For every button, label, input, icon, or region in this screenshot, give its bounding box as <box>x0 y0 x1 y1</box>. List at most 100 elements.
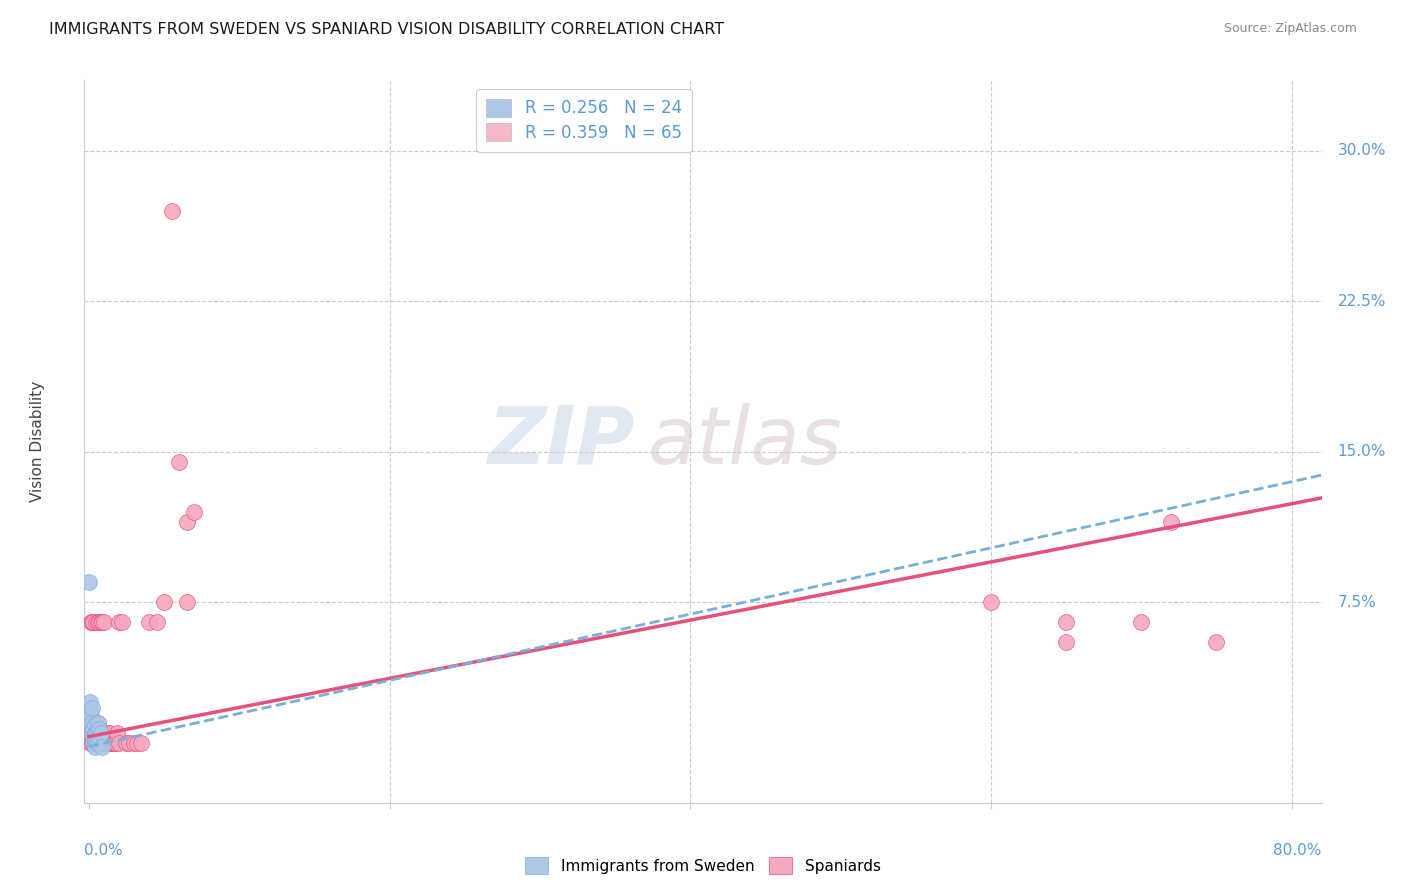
Text: 22.5%: 22.5% <box>1337 293 1386 309</box>
Text: ZIP: ZIP <box>488 402 636 481</box>
Point <box>91 735 114 749</box>
Point <box>80 615 103 630</box>
Point <box>77 575 100 590</box>
Point <box>1054 635 1077 649</box>
Point <box>176 515 198 529</box>
Point <box>160 203 183 218</box>
Point <box>93 725 115 739</box>
Point <box>91 615 114 630</box>
Text: IMMIGRANTS FROM SWEDEN VS SPANIARD VISION DISABILITY CORRELATION CHART: IMMIGRANTS FROM SWEDEN VS SPANIARD VISIO… <box>49 22 724 37</box>
Point <box>107 725 129 739</box>
Point <box>89 730 111 744</box>
Point <box>80 725 103 739</box>
Point <box>90 725 112 739</box>
Point <box>82 730 104 744</box>
Point <box>94 735 117 749</box>
Point <box>80 701 103 715</box>
Text: 30.0%: 30.0% <box>1337 143 1386 158</box>
Point <box>79 706 101 720</box>
Point <box>125 735 148 749</box>
Point <box>167 455 190 469</box>
Point <box>87 715 110 730</box>
Point <box>79 735 101 749</box>
Text: Vision Disability: Vision Disability <box>30 381 45 502</box>
Point <box>83 733 105 747</box>
Point <box>82 615 104 630</box>
Point <box>82 735 104 749</box>
Point <box>87 725 110 739</box>
Point <box>93 735 115 749</box>
Point <box>1130 615 1153 630</box>
Text: 15.0%: 15.0% <box>1337 444 1386 459</box>
Point <box>87 725 110 739</box>
Point <box>89 615 111 630</box>
Point <box>118 735 141 749</box>
Point <box>1054 615 1077 630</box>
Point <box>86 615 108 630</box>
Point <box>86 735 108 749</box>
Point <box>80 715 103 730</box>
Point <box>83 725 105 739</box>
Point <box>103 735 125 749</box>
Point <box>82 725 104 739</box>
Point <box>94 725 117 739</box>
Point <box>101 735 124 749</box>
Legend: Immigrants from Sweden, Spaniards: Immigrants from Sweden, Spaniards <box>519 851 887 880</box>
Point <box>108 615 131 630</box>
Point <box>80 615 103 630</box>
Point <box>82 715 104 730</box>
Point <box>980 595 1002 609</box>
Point <box>96 725 118 739</box>
Point <box>131 735 153 749</box>
Text: atlas: atlas <box>647 402 842 481</box>
Point <box>108 735 131 749</box>
Point <box>115 735 138 749</box>
Point <box>87 735 110 749</box>
Point <box>97 735 120 749</box>
Point <box>93 615 115 630</box>
Text: Source: ZipAtlas.com: Source: ZipAtlas.com <box>1223 22 1357 36</box>
Point <box>91 739 114 754</box>
Point <box>90 615 112 630</box>
Point <box>153 595 176 609</box>
Point <box>145 615 167 630</box>
Point <box>122 735 145 749</box>
Point <box>83 739 105 754</box>
Point <box>83 717 105 731</box>
Point <box>138 615 160 630</box>
Point <box>87 615 110 630</box>
Point <box>89 722 111 736</box>
Point <box>176 595 198 609</box>
Point <box>86 725 108 739</box>
Point <box>80 709 103 723</box>
Point <box>83 725 105 739</box>
Point <box>98 725 121 739</box>
Point <box>1160 515 1182 529</box>
Point <box>104 735 127 749</box>
Point <box>183 505 205 519</box>
Point <box>82 735 104 749</box>
Point <box>111 615 134 630</box>
Point <box>100 735 122 749</box>
Point <box>80 725 103 739</box>
Point <box>89 735 111 749</box>
Point <box>80 735 103 749</box>
Text: 80.0%: 80.0% <box>1274 843 1322 857</box>
Point <box>79 696 101 710</box>
Legend: R = 0.256   N = 24, R = 0.359   N = 65: R = 0.256 N = 24, R = 0.359 N = 65 <box>477 88 692 152</box>
Point <box>82 730 104 744</box>
Point <box>90 725 112 739</box>
Point <box>83 715 105 730</box>
Point <box>98 735 121 749</box>
Point <box>83 735 105 749</box>
Point <box>79 725 101 739</box>
Point <box>82 722 104 736</box>
Text: 0.0%: 0.0% <box>84 843 124 857</box>
Point <box>87 735 110 749</box>
Point <box>87 715 110 730</box>
Point <box>91 725 114 739</box>
Text: 7.5%: 7.5% <box>1337 595 1376 609</box>
Point <box>86 735 108 749</box>
Point <box>89 725 111 739</box>
Point <box>90 735 112 749</box>
